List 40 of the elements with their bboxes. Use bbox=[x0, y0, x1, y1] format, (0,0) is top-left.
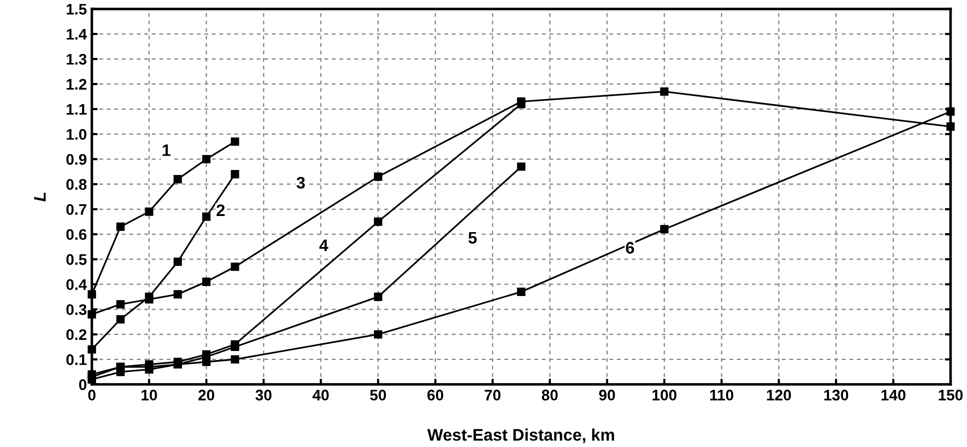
y-axis-title: L bbox=[34, 192, 46, 202]
series-label: 4 bbox=[319, 240, 328, 252]
y-tick-label: 0.3 bbox=[66, 304, 86, 316]
series-label: 6 bbox=[626, 242, 634, 254]
y-tick-label: 0.6 bbox=[66, 229, 86, 240]
x-tick-label: 0 bbox=[88, 390, 96, 401]
x-tick-label: 120 bbox=[767, 390, 791, 401]
x-tick-label: 10 bbox=[142, 390, 157, 401]
x-tick-label: 110 bbox=[710, 390, 734, 401]
y-tick-label: 1.0 bbox=[66, 128, 86, 140]
y-tick-label: 0.7 bbox=[66, 204, 86, 215]
x-axis-title: West-East Distance, km bbox=[427, 428, 614, 444]
x-tick-label: 150 bbox=[938, 390, 963, 401]
y-tick-label: 1.3 bbox=[66, 54, 86, 65]
y-tick-label: 1.5 bbox=[66, 4, 87, 15]
y-tick-label: 1.2 bbox=[66, 78, 86, 90]
y-tick-label: 0.4 bbox=[66, 279, 87, 290]
series-label: 2 bbox=[216, 204, 225, 216]
y-tick-label: 0.2 bbox=[66, 329, 86, 340]
x-tick-label: 100 bbox=[652, 390, 676, 401]
x-tick-label: 20 bbox=[198, 390, 214, 401]
y-tick-label: 0.8 bbox=[66, 179, 87, 190]
x-tick-label: 90 bbox=[599, 390, 615, 401]
series-label: 5 bbox=[468, 232, 477, 244]
y-tick-label: 1.1 bbox=[66, 104, 87, 115]
x-tick-label: 70 bbox=[484, 390, 500, 401]
y-tick-label: 0.1 bbox=[66, 354, 87, 366]
x-tick-label: 40 bbox=[312, 390, 329, 401]
x-tick-label: 130 bbox=[824, 390, 848, 401]
y-tick-label: 0.9 bbox=[66, 154, 86, 165]
x-tick-label: 140 bbox=[882, 390, 906, 401]
x-tick-label: 60 bbox=[427, 390, 444, 401]
y-tick-label: 0 bbox=[79, 379, 86, 390]
series-label: 1 bbox=[162, 144, 170, 156]
y-tick-label: 1.4 bbox=[66, 28, 87, 40]
series-label: 3 bbox=[296, 176, 305, 189]
x-tick-label: 80 bbox=[542, 390, 558, 401]
y-tick-label: 0.5 bbox=[66, 254, 87, 265]
x-tick-label: 30 bbox=[255, 390, 272, 401]
x-tick-label: 50 bbox=[370, 390, 386, 401]
